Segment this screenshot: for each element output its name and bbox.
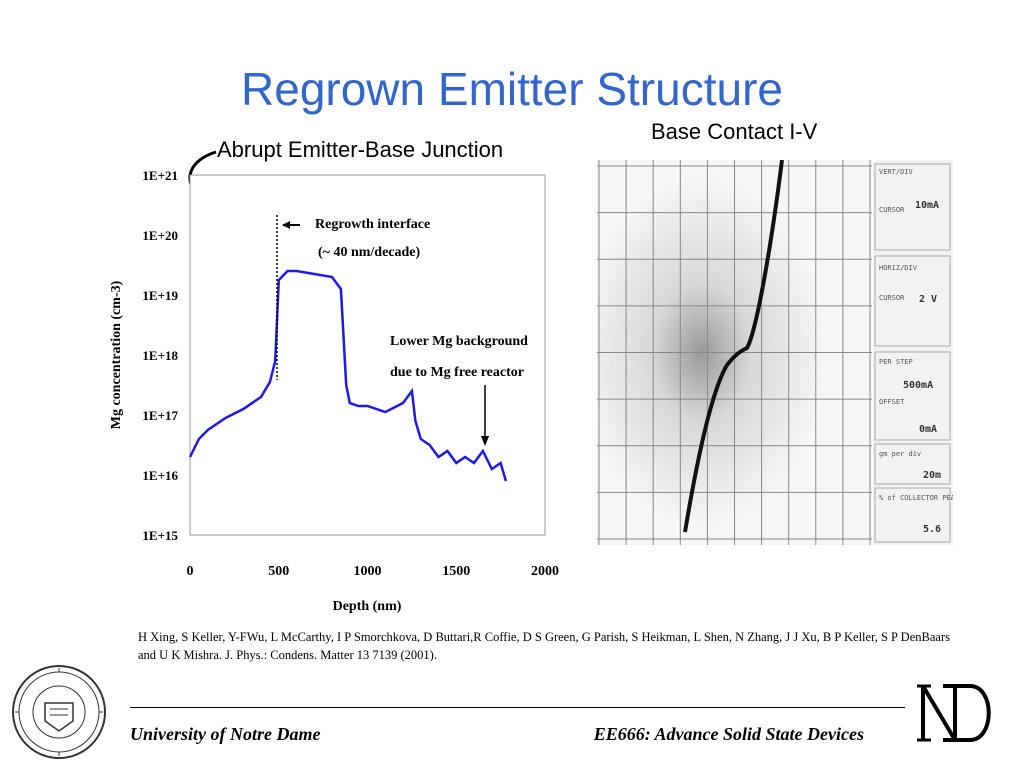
y-tick-label: 1E+17 [142, 408, 178, 423]
x-tick-label: 0 [187, 564, 194, 579]
collector-label: % of COLLECTOR PEAK VOLTS [879, 494, 953, 502]
sims-chart: 1E+21 1E+20 1E+19 1E+18 1E+17 1E+16 1E+15 0 500… [109, 168, 560, 614]
y-tick-label: 1E+16 [142, 468, 178, 483]
offset-label: OFFSET [879, 398, 905, 406]
y-tick-label: 1E+21 [142, 168, 178, 183]
mg-profile-line [188, 269, 508, 482]
x-axis-ticks: 0 500 1000 1500 2000 [187, 564, 560, 579]
horiz-div-value: 2 V [919, 294, 937, 305]
iv-label: Base Contact I-V [651, 119, 818, 144]
y-axis-ticks: 1E+21 1E+20 1E+19 1E+18 1E+17 1E+16 1E+15 [142, 168, 178, 543]
vert-div-label: VERT/DIV [879, 168, 914, 176]
scope-grid [597, 160, 872, 545]
x-tick-label: 2000 [531, 564, 559, 579]
per-step-label: PER STEP [879, 358, 913, 366]
iv-curve-screen: VERT/DIV CURSOR 10mA HORIZ/DIV CURSOR 2 … [597, 160, 953, 545]
x-tick-label: 1000 [354, 564, 382, 579]
footer-university: University of Notre Dame [130, 724, 321, 744]
collector-value: 5.6 [923, 524, 941, 535]
university-seal-icon [12, 665, 106, 759]
y-axis-label: Mg concentration (cm-3) [109, 280, 124, 429]
plot-frame [189, 174, 546, 536]
reference-citation: H Xing, S Keller, Y-FWu, L McCarthy, I P… [138, 630, 950, 662]
y-tick-label: 1E+15 [142, 528, 178, 543]
annotation-background-line1: Lower Mg background [390, 334, 528, 349]
slide-title: Regrown Emitter Structure [241, 63, 783, 115]
nd-monogram-icon [917, 684, 991, 742]
annotation-background-line2: due to Mg free reactor [390, 365, 524, 380]
gm-value: 20m [923, 470, 941, 481]
per-step-value: 500mA [903, 380, 933, 391]
footer-divider [130, 707, 905, 708]
gm-label: gm per div [879, 450, 921, 458]
footer-course: EE666: Advance Solid State Devices [593, 724, 864, 744]
cursor1-label: CURSOR [879, 206, 905, 214]
y-tick-label: 1E+18 [142, 348, 178, 363]
x-tick-label: 1500 [442, 564, 470, 579]
annotation-regrowth-line1: Regrowth interface [315, 217, 430, 232]
x-tick-label: 500 [268, 564, 289, 579]
offset-value: 0mA [919, 424, 937, 435]
junction-label: Abrupt Emitter-Base Junction [217, 137, 504, 162]
iv-curve [683, 160, 784, 533]
cursor2-label: CURSOR [879, 294, 905, 302]
y-tick-label: 1E+20 [142, 228, 178, 243]
annotation-regrowth-line2: (~ 40 nm/decade) [318, 245, 420, 260]
horiz-div-label: HORIZ/DIV [879, 264, 918, 272]
vert-div-value: 10mA [915, 200, 939, 211]
x-axis-label: Depth (nm) [333, 599, 402, 614]
y-tick-label: 1E+19 [142, 288, 178, 303]
